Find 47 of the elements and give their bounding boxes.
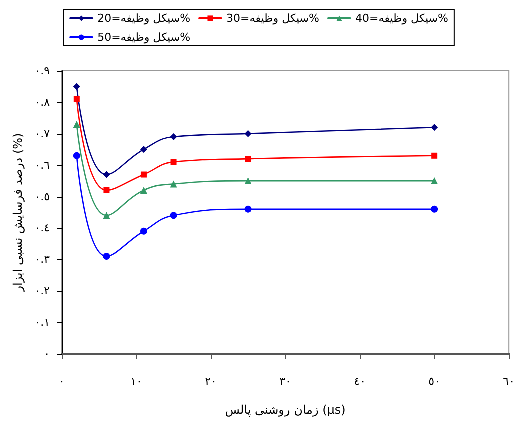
x-tick-label: ٢٠ — [205, 375, 217, 388]
point — [432, 152, 438, 159]
point — [170, 159, 177, 166]
point — [104, 187, 110, 194]
x-tick-label: ٦٠ — [503, 375, 516, 388]
point — [244, 130, 252, 138]
point — [73, 152, 80, 160]
point — [244, 206, 252, 213]
x-tick-label: ٠ — [59, 375, 65, 388]
point — [431, 124, 438, 132]
point — [73, 120, 80, 128]
y-tick-label: ٠ — [44, 348, 50, 360]
point — [245, 156, 252, 162]
y-tick-label: ٠.٧ — [34, 127, 50, 140]
point — [431, 178, 438, 185]
point — [140, 228, 148, 235]
point — [244, 178, 252, 185]
y-tick-label: ٠.٦ — [34, 158, 50, 172]
point — [73, 83, 80, 90]
x-tick-label: ٤٠ — [354, 375, 366, 388]
point — [140, 186, 148, 194]
y-tick-label: ٠.٢ — [34, 284, 50, 298]
y-tick-label: ٠.٥ — [34, 190, 50, 204]
y-tick-label: ٠.٨ — [34, 96, 50, 109]
y-axis-title: درصد فرسایش نسبی ابزار (%) — [10, 133, 25, 293]
point — [140, 172, 147, 178]
legend-label: سیکل وظیفه=50% — [98, 31, 191, 44]
y-tick-label: ٠.٣ — [34, 253, 50, 266]
y-tick-label: ٠.٤ — [34, 222, 50, 235]
point — [431, 206, 438, 213]
legend-label: سیکل وظیفه=20% — [98, 12, 191, 25]
x-tick-label: ٥٠ — [428, 375, 440, 388]
point — [170, 212, 178, 220]
point — [103, 171, 110, 178]
point — [74, 96, 80, 102]
x-tick-label: ١٠ — [130, 375, 142, 388]
point — [170, 134, 178, 141]
y-tick-label: ٠.١ — [34, 316, 50, 330]
legend-label: سیکل وظیفه=40% — [355, 12, 448, 25]
y-tick-label: ٠.٩ — [34, 64, 50, 78]
point — [103, 253, 110, 260]
point — [140, 146, 148, 154]
x-tick-label: ٣٠ — [280, 375, 292, 388]
x-axis-title: زمان روشنی پالس (µs) — [225, 403, 346, 417]
legend-label: سیکل وظیفه=30% — [226, 12, 320, 25]
point — [170, 180, 178, 188]
point — [103, 212, 110, 220]
